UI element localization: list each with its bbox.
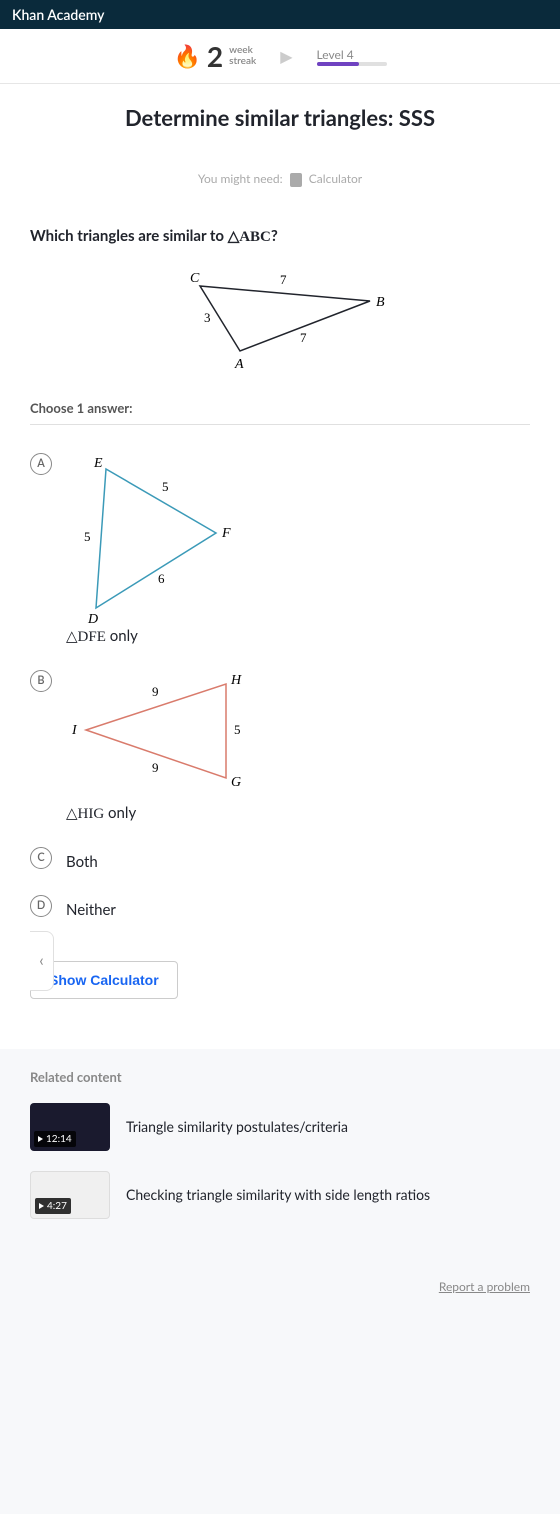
streak-label: week streak bbox=[229, 45, 256, 67]
svg-text:A: A bbox=[234, 357, 244, 372]
svg-text:E: E bbox=[93, 456, 103, 471]
collapse-tab[interactable]: ‹ bbox=[30, 931, 54, 991]
option-d-label: Neither bbox=[66, 901, 530, 919]
related-title-1: Checking triangle similarity with side l… bbox=[126, 1186, 430, 1203]
svg-text:H: H bbox=[230, 673, 242, 688]
svg-text:F: F bbox=[221, 526, 231, 541]
main-content: Determine similar triangles: SSS You mig… bbox=[0, 84, 560, 1049]
svg-text:7: 7 bbox=[300, 330, 307, 345]
related-item-0[interactable]: 12:14 Triangle similarity postulates/cri… bbox=[30, 1103, 530, 1151]
svg-text:9: 9 bbox=[152, 760, 159, 775]
streak-block: 🔥 2 week streak bbox=[173, 39, 256, 73]
play-icon bbox=[38, 1136, 43, 1142]
divider bbox=[30, 424, 530, 425]
option-a-label: △DFE only bbox=[66, 627, 530, 646]
level-content: Level 4 bbox=[317, 47, 387, 66]
video-time-badge-0: 12:14 bbox=[34, 1131, 76, 1147]
svg-text:5: 5 bbox=[234, 722, 241, 737]
svg-text:9: 9 bbox=[152, 684, 159, 699]
svg-text:D: D bbox=[87, 612, 98, 623]
video-time-badge-1: 4:27 bbox=[35, 1198, 71, 1214]
svg-text:5: 5 bbox=[162, 479, 169, 494]
flame-icon: 🔥 bbox=[173, 42, 200, 70]
option-a[interactable]: A E F D 5 5 6 △DFE only bbox=[30, 441, 530, 658]
page-title: Determine similar triangles: SSS bbox=[30, 104, 530, 131]
streak-number: 2 bbox=[207, 39, 223, 73]
triangle-dfe-svg: E F D 5 5 6 bbox=[66, 453, 246, 623]
option-c-label: Both bbox=[66, 853, 530, 871]
brand-text: Khan Academy bbox=[12, 6, 104, 23]
might-need-row: You might need: Calculator bbox=[30, 171, 530, 187]
svg-text:B: B bbox=[376, 295, 385, 310]
related-content-section: Related content 12:14 Triangle similarit… bbox=[0, 1049, 560, 1279]
svg-text:G: G bbox=[231, 775, 241, 790]
question-text: Which triangles are similar to △ABC? bbox=[30, 227, 530, 246]
option-b-label: △HIG only bbox=[66, 804, 530, 823]
triangle-hig-svg: H I G 9 5 9 bbox=[66, 670, 266, 800]
video-thumbnail-1: 4:27 bbox=[30, 1171, 110, 1219]
svg-text:3: 3 bbox=[204, 310, 211, 325]
related-heading: Related content bbox=[30, 1069, 530, 1085]
svg-text:6: 6 bbox=[158, 571, 165, 586]
calculator-icon bbox=[290, 173, 302, 187]
main-triangle-figure: C B A 7 3 7 bbox=[30, 266, 530, 376]
play-icon bbox=[39, 1203, 44, 1209]
report-problem-link[interactable]: Report a problem bbox=[0, 1279, 560, 1314]
related-title-0: Triangle similarity postulates/criteria bbox=[126, 1118, 348, 1135]
option-a-radio[interactable]: A bbox=[30, 453, 52, 475]
brand-header: Khan Academy bbox=[0, 0, 560, 29]
related-item-1[interactable]: 4:27 Checking triangle similarity with s… bbox=[30, 1171, 530, 1219]
option-c-radio[interactable]: C bbox=[30, 847, 52, 869]
svg-text:I: I bbox=[71, 723, 78, 738]
svg-text:5: 5 bbox=[84, 529, 91, 544]
stats-bar: 🔥 2 week streak ▶ Level 4 bbox=[0, 29, 560, 84]
level-block: Level 4 bbox=[317, 47, 387, 66]
option-d-radio[interactable]: D bbox=[30, 895, 52, 917]
svg-text:7: 7 bbox=[280, 272, 287, 287]
option-d[interactable]: D Neither bbox=[30, 883, 530, 931]
video-thumbnail-0: 12:14 bbox=[30, 1103, 110, 1151]
option-c[interactable]: C Both bbox=[30, 835, 530, 883]
option-b-radio[interactable]: B bbox=[30, 670, 52, 692]
option-b[interactable]: B H I G 9 5 9 △HIG only bbox=[30, 658, 530, 835]
level-progress-fill bbox=[317, 62, 359, 66]
chevron-right-icon: ▶ bbox=[280, 47, 292, 66]
level-text: Level 4 bbox=[317, 47, 387, 62]
choose-label: Choose 1 answer: bbox=[30, 400, 530, 416]
svg-text:C: C bbox=[190, 271, 200, 286]
level-progress-bar bbox=[317, 62, 387, 66]
triangle-abc-svg: C B A 7 3 7 bbox=[160, 266, 400, 376]
